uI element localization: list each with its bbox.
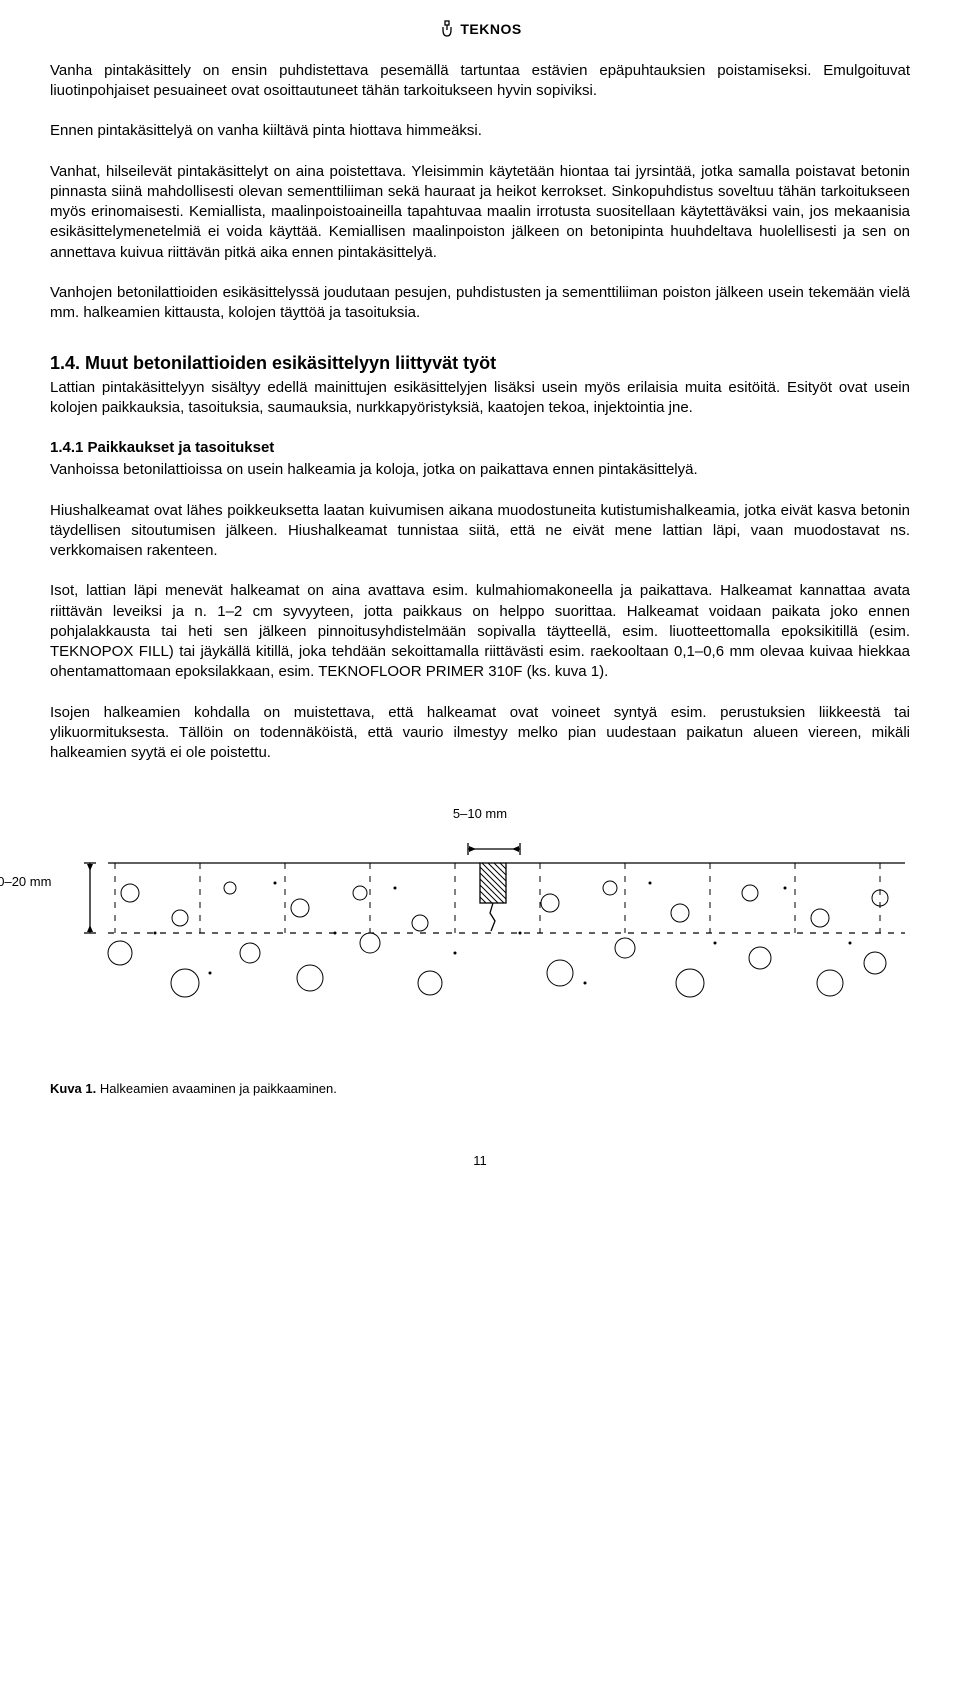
section-heading: 1.4. Muut betonilattioiden esikäsittelyy… bbox=[50, 351, 910, 375]
page-number: 11 bbox=[50, 1152, 910, 1170]
paragraph: Vanhojen betonilattioiden esikäsittelyss… bbox=[50, 283, 910, 324]
paragraph: Ennen pintakäsittelyä on vanha kiiltävä … bbox=[50, 121, 910, 141]
paragraph: Isot, lattian läpi menevät halkeamat on … bbox=[50, 581, 910, 682]
paragraph: Lattian pintakäsittelyyn sisältyy edellä… bbox=[50, 378, 910, 419]
paragraph: Isojen halkeamien kohdalla on muistettav… bbox=[50, 703, 910, 764]
logo-text: TEKNOS bbox=[460, 20, 521, 39]
teknos-icon bbox=[438, 20, 456, 38]
paragraph: Vanhat, hilseilevät pintakäsittelyt on a… bbox=[50, 162, 910, 263]
paragraph: Vanha pintakäsittely on ensin puhdistett… bbox=[50, 61, 910, 102]
dimension-left-label: 10–20 mm bbox=[0, 873, 51, 891]
header-logo: TEKNOS bbox=[50, 20, 910, 39]
figure-caption: Kuva 1. Halkeamien avaaminen ja paikkaam… bbox=[50, 1080, 910, 1098]
figure-diagram bbox=[50, 833, 910, 1013]
paragraph: Hiushalkeamat ovat lähes poikkeuksetta l… bbox=[50, 501, 910, 562]
caption-text: Halkeamien avaaminen ja paikkaaminen. bbox=[96, 1081, 337, 1096]
sub-heading: 1.4.1 Paikkaukset ja tasoitukset bbox=[50, 438, 910, 458]
dimension-top-label: 5–10 mm bbox=[453, 805, 507, 823]
figure-1: 5–10 mm 10–20 mm bbox=[50, 833, 910, 1019]
caption-bold: Kuva 1. bbox=[50, 1081, 96, 1096]
paragraph: Vanhoissa betonilattioissa on usein halk… bbox=[50, 460, 910, 480]
